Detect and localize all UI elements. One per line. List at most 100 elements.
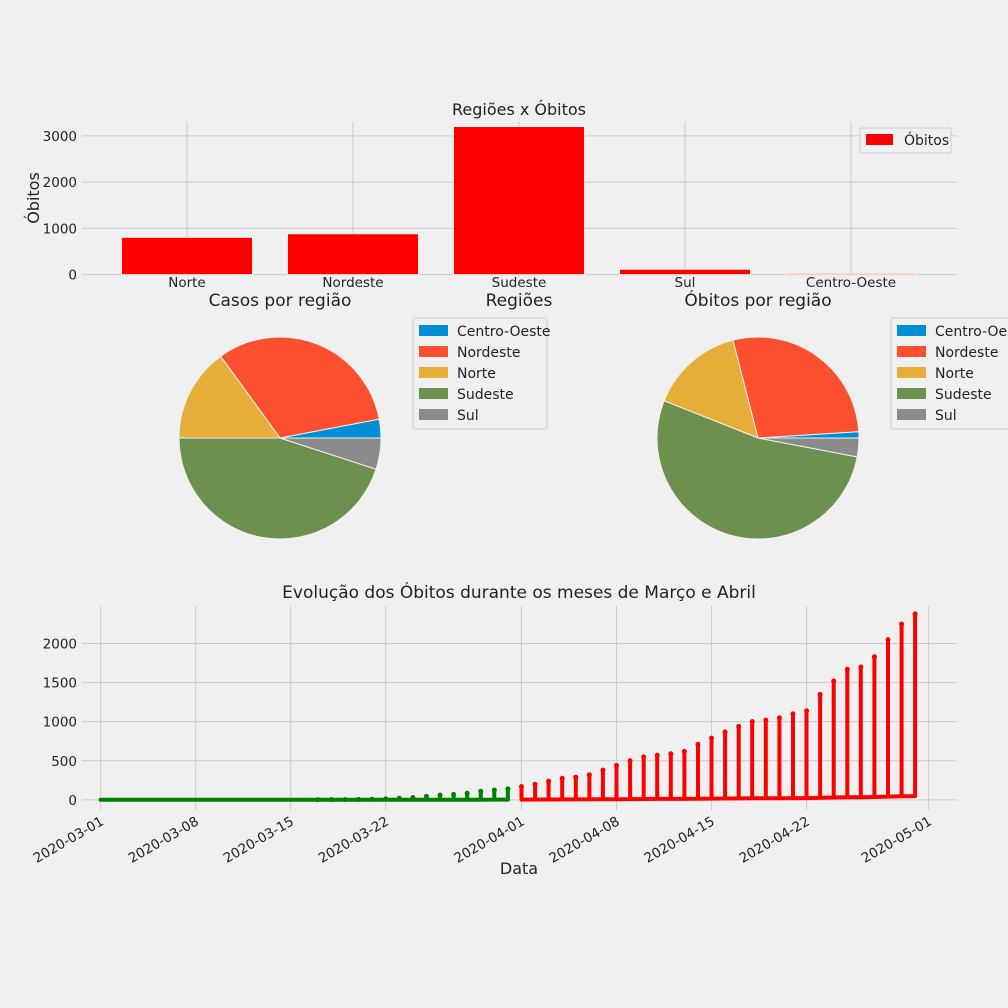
line-x-tick-label: 2020-04-08 [547, 814, 623, 867]
pie-obitos-legend-label-centro-oeste: Centro-Oeste [935, 324, 1008, 340]
bar-y-tick-label: 0 [68, 268, 77, 284]
line-point-marco [451, 791, 457, 797]
line-point-abril [641, 754, 647, 760]
pie-chart-casos: Casos por região Centro-Oeste Nordeste Nor… [178, 291, 551, 540]
bar-chart-bars [121, 126, 917, 276]
line-point-marco [328, 797, 334, 803]
bar-x-tick-label: Nordeste [322, 275, 383, 291]
line-point-marco [464, 790, 470, 796]
pie-obitos-legend-label-nordeste: Nordeste [935, 345, 998, 361]
line-point-abril [858, 664, 864, 670]
bar-x-tick-label: Sul [675, 275, 696, 291]
line-chart-x-axis-label: Data [500, 859, 538, 878]
pie-obitos-legend-label-sul: Sul [935, 408, 957, 424]
pie-obitos-legend-label-norte: Norte [935, 366, 974, 382]
pie-casos-slice-nordeste [219, 336, 380, 439]
line-point-abril [749, 719, 755, 725]
line-chart-grid [82, 606, 957, 810]
pie-casos-legend: Centro-Oeste Nordeste Norte Sudeste Sul [412, 317, 551, 430]
pie-obitos-legend-swatch-sudeste [897, 388, 926, 399]
line-point-marco [478, 788, 484, 794]
line-y-tick-label: 500 [51, 754, 77, 770]
pie-casos-legend-label-nordeste: Nordeste [457, 345, 520, 361]
line-point-marco [315, 797, 321, 803]
line-point-abril [763, 717, 769, 723]
pie-casos-legend-label-sul: Sul [457, 408, 479, 424]
bar-chart-x-ticks: Norte Nordeste Sudeste Sul Centro-Oeste [168, 275, 896, 291]
line-y-tick-label: 2000 [43, 637, 77, 653]
line-series-abril [518, 611, 918, 802]
line-x-tick-label: 2020-04-15 [642, 814, 718, 867]
line-point-abril [831, 678, 837, 684]
line-chart-y-ticks: 0 500 1000 1500 2000 [43, 637, 77, 809]
line-point-abril [668, 751, 674, 757]
line-point-abril [912, 611, 918, 617]
line-point-abril [899, 621, 905, 627]
line-point-marco [423, 793, 429, 799]
pie-obitos-slice-norte [663, 339, 759, 439]
legend-label-obitos: Óbitos [904, 131, 949, 149]
line-point-abril [546, 778, 552, 784]
bar-y-tick-label: 1000 [43, 221, 77, 237]
pie-obitos-slice-nordeste [732, 336, 860, 439]
bar-chart-x-center-label: Regiões [486, 291, 553, 311]
bar-nordeste [287, 233, 419, 276]
line-path-marco [98, 786, 510, 802]
bar-sul [619, 268, 751, 276]
line-point-abril [600, 767, 606, 773]
line-y-tick-label: 1500 [43, 676, 77, 692]
line-chart-x-ticks: 2020-03-01 2020-03-08 2020-03-15 2020-03-22… [31, 814, 935, 867]
line-point-marco [369, 796, 375, 802]
line-point-abril [776, 715, 782, 721]
legend-box [412, 317, 548, 430]
line-x-tick-label: 2020-03-01 [31, 814, 107, 867]
line-point-marco [342, 797, 348, 803]
pie-obitos-legend: Centro-Oeste Nordeste Norte Sudeste Sul [890, 317, 1008, 430]
pie-obitos-legend-swatch-centro-oeste [897, 325, 926, 336]
pie-casos-legend-label-norte: Norte [457, 366, 496, 382]
bar-x-tick-label: Centro-Oeste [806, 275, 896, 291]
line-point-marco [356, 796, 362, 802]
line-series-marco [98, 786, 511, 803]
pie-casos-legend-swatch-centro-oeste [419, 325, 448, 336]
line-x-tick-label: 2020-04-22 [737, 814, 813, 867]
line-chart-title: Evolução dos Óbitos durante os meses de … [282, 581, 756, 603]
bar-y-tick-label: 3000 [43, 129, 77, 145]
line-x-tick-label: 2020-05-01 [859, 814, 935, 867]
line-point-marco [505, 786, 511, 792]
pie-obitos-slices [656, 336, 860, 540]
pie-obitos-slice-sudeste [656, 400, 858, 540]
pie-chart-obitos: Óbitos por região Centro-Oeste Nordeste No… [656, 289, 1008, 540]
legend-box [890, 317, 1008, 430]
pie-casos-slices [178, 336, 382, 540]
line-point-abril [586, 772, 592, 778]
bar-centro-oeste [785, 273, 917, 276]
line-point-abril [817, 691, 823, 697]
line-point-abril [790, 711, 796, 717]
pie-casos-slice-sul [279, 437, 382, 470]
line-x-tick-label: 2020-03-15 [221, 814, 297, 867]
bar-chart-obitos: Regiões x Óbitos Norte Nordeste Sudeste Sul… [24, 100, 957, 311]
pie-casos-legend-label-centro-oeste: Centro-Oeste [457, 324, 551, 340]
line-point-marco [396, 795, 402, 801]
line-point-abril [681, 748, 687, 754]
line-point-marco [491, 787, 497, 793]
line-point-marco [437, 792, 443, 798]
bar-chart-y-ticks: 0 1000 2000 3000 [43, 129, 77, 284]
line-point-abril [532, 781, 538, 787]
line-point-abril [885, 637, 891, 643]
pie-obitos-slice-sul [757, 437, 860, 458]
line-point-abril [654, 752, 660, 758]
line-point-abril [871, 654, 877, 660]
line-path-abril [519, 611, 918, 802]
line-point-abril [709, 735, 715, 741]
line-point-abril [736, 723, 742, 729]
line-chart-evolucao: Evolução dos Óbitos durante os meses de … [31, 581, 957, 878]
line-point-abril [844, 666, 850, 672]
line-point-abril [614, 762, 620, 768]
pie-casos-legend-swatch-norte [419, 367, 448, 378]
line-chart-series [98, 611, 918, 803]
line-point-abril [559, 775, 565, 781]
pie-obitos-legend-swatch-sul [897, 409, 926, 420]
bar-chart-y-axis-label: Óbitos [24, 172, 43, 224]
